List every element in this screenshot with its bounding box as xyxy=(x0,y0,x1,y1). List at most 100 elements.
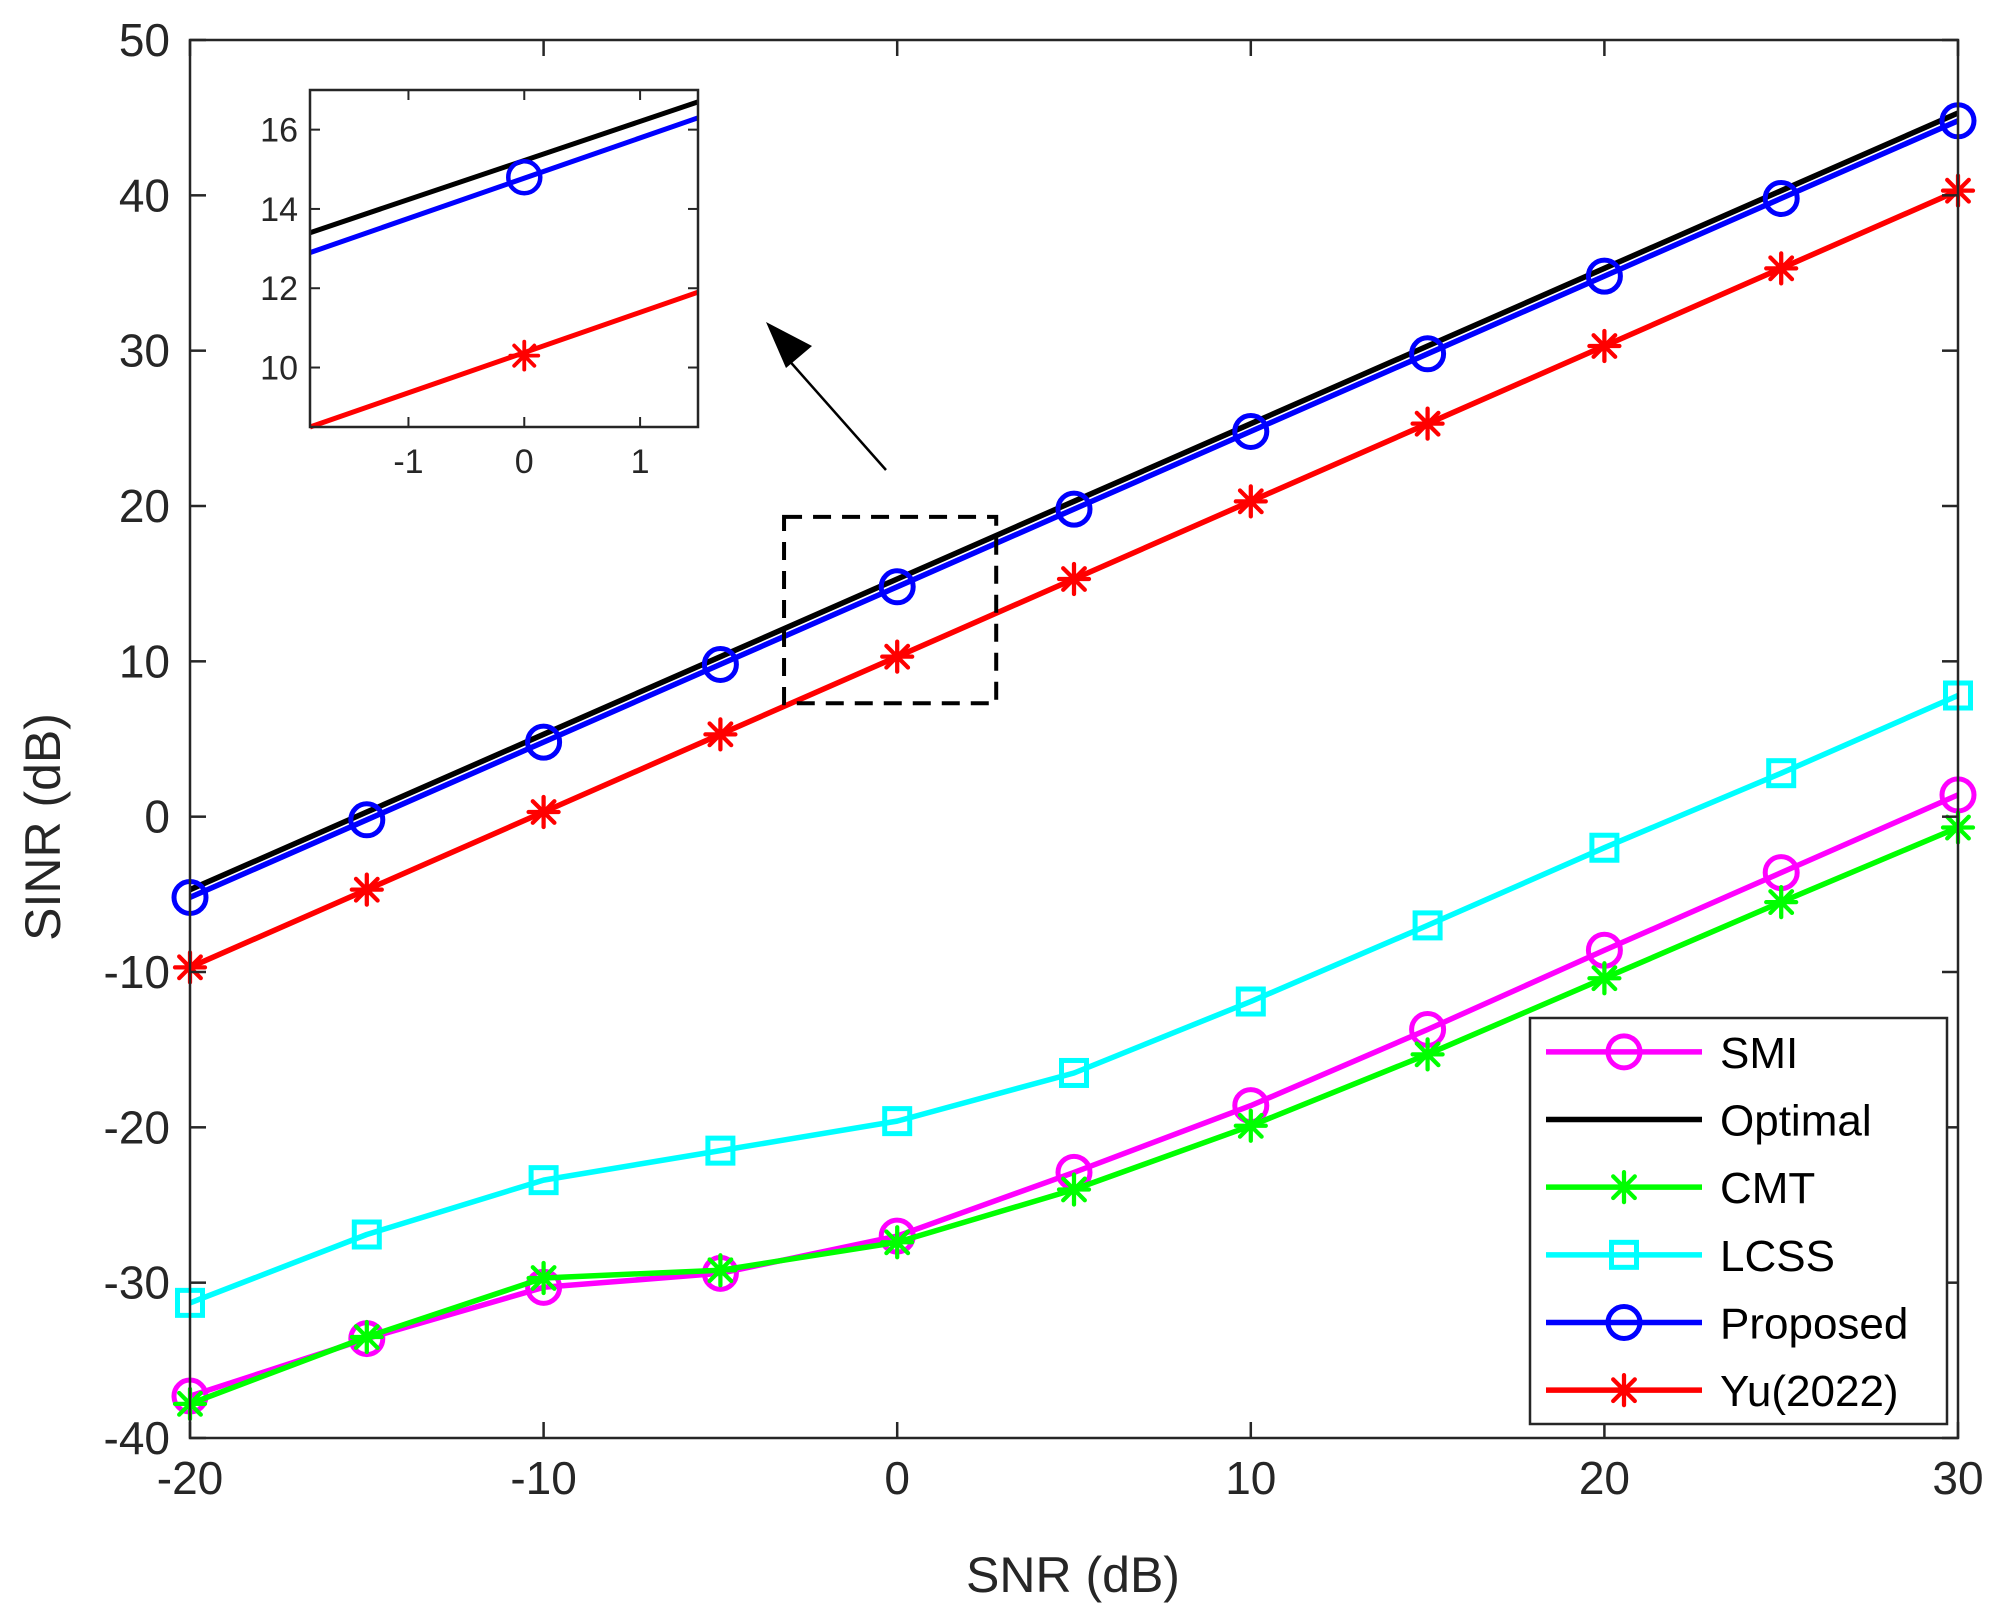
x-tick-label: 30 xyxy=(1932,1452,1983,1504)
data-point-yu-2022 xyxy=(1233,484,1268,519)
data-point-cmt xyxy=(703,1253,738,1288)
legend-box xyxy=(1528,1016,1949,1426)
data-point-lcss xyxy=(1235,986,1266,1017)
inset-series-proposed xyxy=(506,158,543,196)
data-point-yu-2022 xyxy=(349,872,384,907)
data-point-proposed xyxy=(1232,412,1270,450)
y-tick-label: 10 xyxy=(119,635,170,687)
y-tick-label: 20 xyxy=(119,480,170,532)
data-point-yu-2022 xyxy=(1764,251,1799,286)
data-point-lcss xyxy=(1589,832,1620,863)
inset-line-yu-2022 xyxy=(309,289,699,430)
legend-label-yu-2022: Yu(2022) xyxy=(1720,1367,1899,1416)
data-point-proposed xyxy=(1585,257,1623,295)
data-point-proposed xyxy=(348,801,386,839)
y-tick-label: -20 xyxy=(104,1101,170,1153)
legend-item-lcss: LCSS xyxy=(1546,1232,1835,1281)
inset-y-tick-label: 16 xyxy=(260,112,298,150)
y-tick-label: 30 xyxy=(119,325,170,377)
data-point-yu-2022 xyxy=(1056,561,1092,597)
series-line-proposed xyxy=(188,118,1960,900)
data-point-yu-2022 xyxy=(880,639,915,674)
legend-marker-cmt xyxy=(1606,1170,1642,1205)
data-point-cmt xyxy=(1764,884,1799,920)
data-point-proposed xyxy=(701,645,739,683)
inset-y-tick-label: 12 xyxy=(260,270,298,308)
data-point-proposed xyxy=(1762,179,1800,217)
x-tick-label: -20 xyxy=(157,1452,223,1504)
inset-x-tick-label: -1 xyxy=(393,443,423,481)
data-point-lcss xyxy=(1766,758,1797,789)
legend-label-smi: SMI xyxy=(1720,1029,1798,1078)
y-tick-label: -10 xyxy=(104,946,170,998)
legend-marker-lcss xyxy=(1609,1239,1639,1270)
data-point-cmt xyxy=(880,1225,915,1260)
series-lcss xyxy=(175,680,1973,1318)
data-point-cmt xyxy=(1410,1037,1445,1072)
inset-y-tick-label: 10 xyxy=(260,350,298,388)
y-tick-label: 0 xyxy=(144,791,170,843)
zoom-region-box xyxy=(782,514,999,706)
x-tick-label: 10 xyxy=(1225,1452,1276,1504)
inset-line-optimal xyxy=(309,99,699,236)
series-line-lcss xyxy=(189,692,1960,1306)
data-point-lcss xyxy=(528,1165,559,1196)
zoom-annotation xyxy=(766,322,999,706)
legend-item-smi: SMI xyxy=(1546,1029,1798,1078)
legend-label-lcss: LCSS xyxy=(1720,1232,1835,1281)
zoom-arrow-head xyxy=(766,322,812,368)
data-point-lcss xyxy=(351,1219,382,1250)
series-line-optimal xyxy=(188,110,1960,893)
legend-label-optimal: Optimal xyxy=(1720,1097,1872,1146)
data-point-lcss xyxy=(705,1135,736,1166)
inset-plot-area xyxy=(310,90,698,427)
data-point-lcss xyxy=(882,1106,913,1137)
legend-item-optimal: Optimal xyxy=(1546,1097,1872,1146)
x-tick-label: 0 xyxy=(884,1452,910,1504)
inset-x-tick-label: 1 xyxy=(631,443,650,481)
y-tick-label: 40 xyxy=(119,169,170,221)
inset-series-proposed xyxy=(309,115,699,255)
inset-y-tick-label: 14 xyxy=(260,191,298,229)
inset-data-point-proposed xyxy=(506,158,543,196)
legend-item-proposed: Proposed xyxy=(1546,1300,1908,1349)
data-point-cmt xyxy=(1233,1108,1268,1143)
data-point-cmt xyxy=(1056,1172,1092,1207)
y-tick-label: 50 xyxy=(119,14,170,66)
x-tick-label: -10 xyxy=(510,1452,576,1504)
legend: SMI Optimal CMT LCSS Proposed Yu(2022) xyxy=(1528,1016,1949,1426)
y-tick-label: -30 xyxy=(104,1257,170,1309)
legend-label-proposed: Proposed xyxy=(1720,1300,1908,1349)
legend-marker-yu-2022 xyxy=(1606,1373,1642,1408)
inset-plot: -1 0 1 10 12 14 16 xyxy=(260,88,700,481)
data-point-yu-2022 xyxy=(703,717,738,752)
inset-x-tick-label: 0 xyxy=(515,443,534,481)
data-point-proposed xyxy=(1055,490,1093,528)
legend-label-cmt: CMT xyxy=(1720,1164,1815,1213)
inset-frame xyxy=(308,88,700,429)
inset-series-yu-2022 xyxy=(508,339,541,372)
y-axis-title: SINR (dB) xyxy=(15,713,71,941)
y-tick-label: -40 xyxy=(104,1412,170,1464)
x-tick-label: 20 xyxy=(1579,1452,1630,1504)
data-point-cmt xyxy=(1587,961,1622,996)
data-point-cmt xyxy=(349,1319,384,1355)
legend-item-cmt: CMT xyxy=(1546,1164,1815,1213)
data-point-yu-2022 xyxy=(1410,406,1445,441)
data-point-proposed xyxy=(1409,335,1447,373)
data-point-lcss xyxy=(1412,910,1443,941)
data-point-yu-2022 xyxy=(526,794,561,830)
plot-frame xyxy=(188,38,1960,1440)
inset-series-yu-2022 xyxy=(309,289,699,430)
inset-line-proposed xyxy=(309,115,699,255)
data-point-lcss xyxy=(1059,1057,1089,1088)
data-point-proposed xyxy=(878,568,916,606)
data-point-proposed xyxy=(525,723,563,761)
legend-marker-smi xyxy=(1605,1033,1643,1071)
inset-series-optimal xyxy=(309,99,699,236)
series-optimal xyxy=(188,110,1960,893)
zoom-arrow-shaft xyxy=(785,356,887,471)
legend-marker-proposed xyxy=(1605,1304,1643,1341)
legend-item-yu-2022: Yu(2022) xyxy=(1546,1367,1899,1416)
